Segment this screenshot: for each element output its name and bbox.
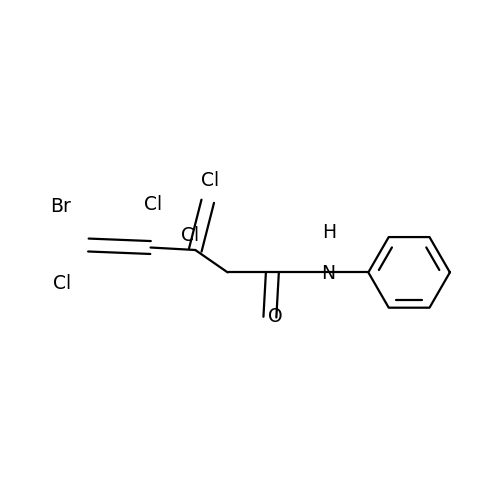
Text: N: N	[321, 264, 335, 283]
Text: Br: Br	[50, 197, 71, 216]
Text: Cl: Cl	[182, 226, 200, 245]
Text: H: H	[322, 222, 336, 242]
Text: Cl: Cl	[201, 172, 220, 190]
Text: Cl: Cl	[144, 194, 162, 214]
Text: Cl: Cl	[53, 274, 71, 293]
Text: O: O	[268, 307, 282, 326]
